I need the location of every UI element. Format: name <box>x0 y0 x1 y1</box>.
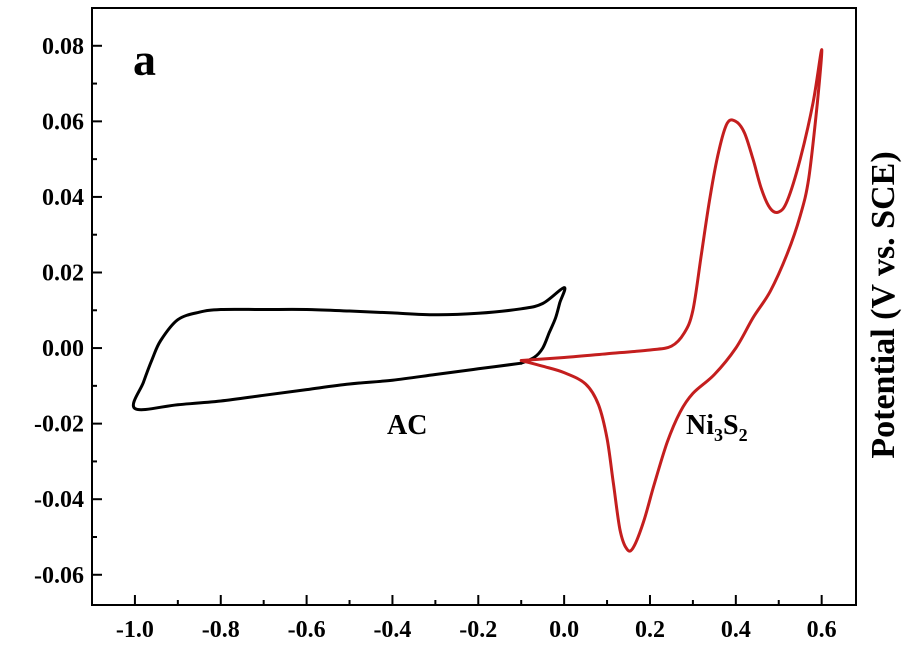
y-tick-label: -0.06 <box>34 563 84 589</box>
panel-label: a <box>133 34 156 85</box>
y-tick-label: 0.02 <box>42 260 84 286</box>
y-tick-label: 0.08 <box>42 34 84 60</box>
ni-label-mid: S <box>723 410 739 441</box>
plot-frame <box>91 7 857 606</box>
y-tick-label: -0.04 <box>34 487 84 513</box>
x-tick-label: -0.8 <box>202 617 240 643</box>
x-tick-label: 0.6 <box>807 617 837 643</box>
curves <box>131 48 824 553</box>
series-label-ni3s2: Ni3S2 <box>686 410 748 445</box>
x-tick-label: -1.0 <box>116 617 154 643</box>
x-tick-label: 0.2 <box>635 617 665 643</box>
x-tick-label: -0.6 <box>288 617 326 643</box>
y-tick-label: 0.06 <box>42 109 84 135</box>
axis-ticks: -1.0 -0.8 -0.6 -0.4 -0.2 0.0 0.2 0.4 0.6 0.08 0.06… <box>34 34 837 643</box>
ni-label-sub2: 2 <box>739 425 748 445</box>
x-tick-label: -0.4 <box>373 617 411 643</box>
ni-label-base: Ni <box>686 410 714 441</box>
series-label-ac: AC <box>387 410 427 441</box>
x-tick-label: 0.4 <box>721 617 751 643</box>
series-ni3s2-curve <box>519 48 824 553</box>
y-axis-label: Potential (V vs. SCE) <box>865 151 902 458</box>
y-tick-label: 0.04 <box>42 185 84 211</box>
y-tick-label: -0.02 <box>34 412 84 438</box>
series-ac-curve <box>131 286 567 412</box>
y-tick-label: 0.00 <box>42 336 84 362</box>
ni-label-sub1: 3 <box>714 425 723 445</box>
x-tick-label: 0.0 <box>549 617 579 643</box>
x-tick-label: -0.2 <box>459 617 497 643</box>
